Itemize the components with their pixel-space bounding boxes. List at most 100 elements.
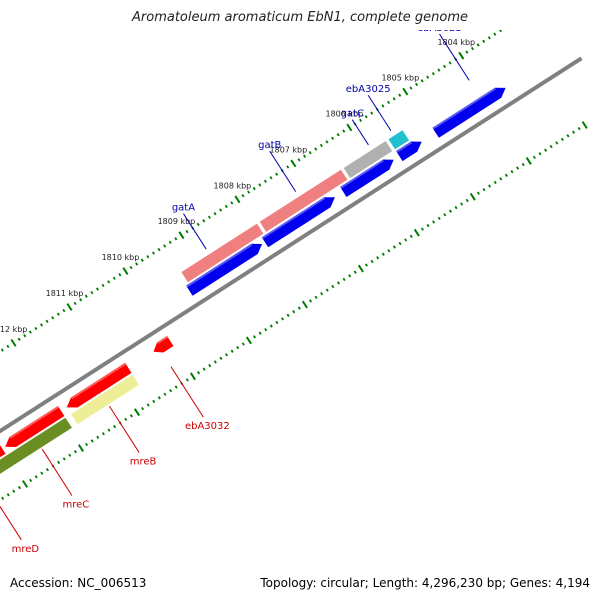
tick-mark bbox=[197, 371, 201, 375]
tick-mark bbox=[275, 320, 279, 325]
tick-mark bbox=[487, 36, 491, 40]
tick-mark bbox=[381, 104, 385, 108]
tick-mark bbox=[476, 191, 480, 195]
tick-mark bbox=[213, 360, 217, 364]
tick-mark bbox=[264, 327, 268, 332]
tick-mark bbox=[448, 209, 452, 213]
topology-label: Topology: circular; Length: 4,296,230 bp… bbox=[260, 576, 590, 590]
tick-mark bbox=[525, 157, 532, 165]
tick-mark bbox=[34, 326, 38, 331]
tick-mark bbox=[234, 195, 241, 204]
tick-mark bbox=[505, 26, 507, 28]
tick-mark bbox=[225, 353, 229, 357]
tick-mark bbox=[101, 283, 105, 288]
tick-mark bbox=[286, 165, 290, 169]
tick-mark bbox=[387, 248, 391, 253]
tick-mark bbox=[157, 396, 161, 400]
tick-mark bbox=[219, 208, 223, 212]
tick-mark bbox=[331, 136, 335, 140]
tick-mark bbox=[213, 211, 217, 216]
leader-line bbox=[108, 405, 140, 453]
tick-mark bbox=[549, 144, 553, 149]
tick-mark bbox=[460, 202, 464, 206]
tick-mark bbox=[420, 79, 424, 83]
scale-tick-label: 1812 kbp bbox=[0, 325, 27, 334]
tick-mark bbox=[370, 111, 374, 115]
tick-mark bbox=[413, 228, 420, 237]
tick-mark bbox=[538, 152, 542, 156]
gene-gatC bbox=[343, 141, 393, 179]
tick-mark bbox=[482, 187, 486, 192]
tick-mark bbox=[10, 338, 17, 347]
tick-mark bbox=[17, 337, 21, 341]
tick-mark bbox=[29, 478, 33, 483]
tick-mark bbox=[432, 220, 436, 224]
tick-mark bbox=[157, 247, 161, 252]
tick-mark bbox=[39, 323, 44, 327]
tick-mark bbox=[426, 223, 430, 228]
tick-mark bbox=[113, 424, 117, 429]
inner-tick-ring bbox=[1, 121, 588, 501]
tick-mark bbox=[122, 267, 129, 275]
leader-line bbox=[41, 448, 73, 496]
tick-mark bbox=[258, 331, 262, 335]
tick-mark bbox=[409, 86, 413, 90]
tick-mark bbox=[409, 234, 413, 238]
cds-mreB bbox=[66, 362, 132, 408]
tick-mark bbox=[342, 129, 346, 133]
tick-mark bbox=[555, 141, 559, 145]
tick-mark bbox=[6, 493, 10, 497]
tick-mark bbox=[566, 134, 570, 138]
tick-mark bbox=[290, 159, 297, 168]
tick-mark bbox=[95, 287, 99, 291]
tick-mark bbox=[404, 238, 408, 242]
tick-mark bbox=[263, 179, 267, 184]
tick-mark bbox=[241, 194, 245, 198]
tick-mark bbox=[40, 471, 44, 475]
tick-mark bbox=[504, 173, 508, 177]
genome-backbone bbox=[0, 56, 583, 434]
leader-line bbox=[269, 150, 297, 192]
tick-mark bbox=[381, 252, 385, 256]
tick-mark bbox=[493, 180, 497, 185]
tick-mark bbox=[151, 251, 155, 255]
scale-tick-label: 1807 kbp bbox=[270, 145, 308, 154]
tick-mark bbox=[286, 313, 290, 317]
tick-mark bbox=[107, 428, 111, 432]
tick-mark bbox=[476, 43, 480, 47]
tick-mark bbox=[346, 123, 353, 132]
tick-mark bbox=[112, 276, 116, 280]
tick-mark bbox=[357, 264, 364, 273]
tick-mark bbox=[247, 190, 251, 194]
tick-mark bbox=[230, 349, 234, 353]
leader-line bbox=[183, 213, 207, 250]
tick-mark bbox=[90, 290, 94, 295]
tick-mark bbox=[560, 137, 564, 142]
tick-mark bbox=[185, 378, 189, 382]
tick-mark bbox=[448, 61, 452, 65]
tick-mark bbox=[163, 244, 167, 248]
tick-mark bbox=[359, 118, 363, 122]
tick-mark bbox=[51, 316, 55, 320]
tick-mark bbox=[511, 22, 513, 24]
gene-label-gatB: gatB bbox=[258, 140, 281, 151]
tick-mark bbox=[301, 300, 308, 309]
tick-mark bbox=[269, 324, 273, 328]
tick-mark bbox=[402, 87, 409, 96]
tick-mark bbox=[280, 317, 285, 321]
tick-mark bbox=[415, 82, 419, 87]
gene-mreB-bar bbox=[71, 374, 140, 425]
tick-mark bbox=[325, 288, 329, 292]
tick-mark bbox=[336, 133, 340, 137]
tick-mark bbox=[22, 480, 29, 488]
tick-mark bbox=[392, 245, 396, 249]
tick-mark bbox=[0, 348, 4, 352]
tick-mark bbox=[57, 460, 61, 465]
accession-label: Accession: NC_006513 bbox=[10, 576, 147, 590]
tick-mark bbox=[219, 356, 223, 361]
tick-mark bbox=[140, 258, 144, 262]
tick-mark bbox=[85, 442, 89, 447]
tick-mark bbox=[202, 367, 206, 371]
outer-tick-ring bbox=[0, 22, 513, 352]
